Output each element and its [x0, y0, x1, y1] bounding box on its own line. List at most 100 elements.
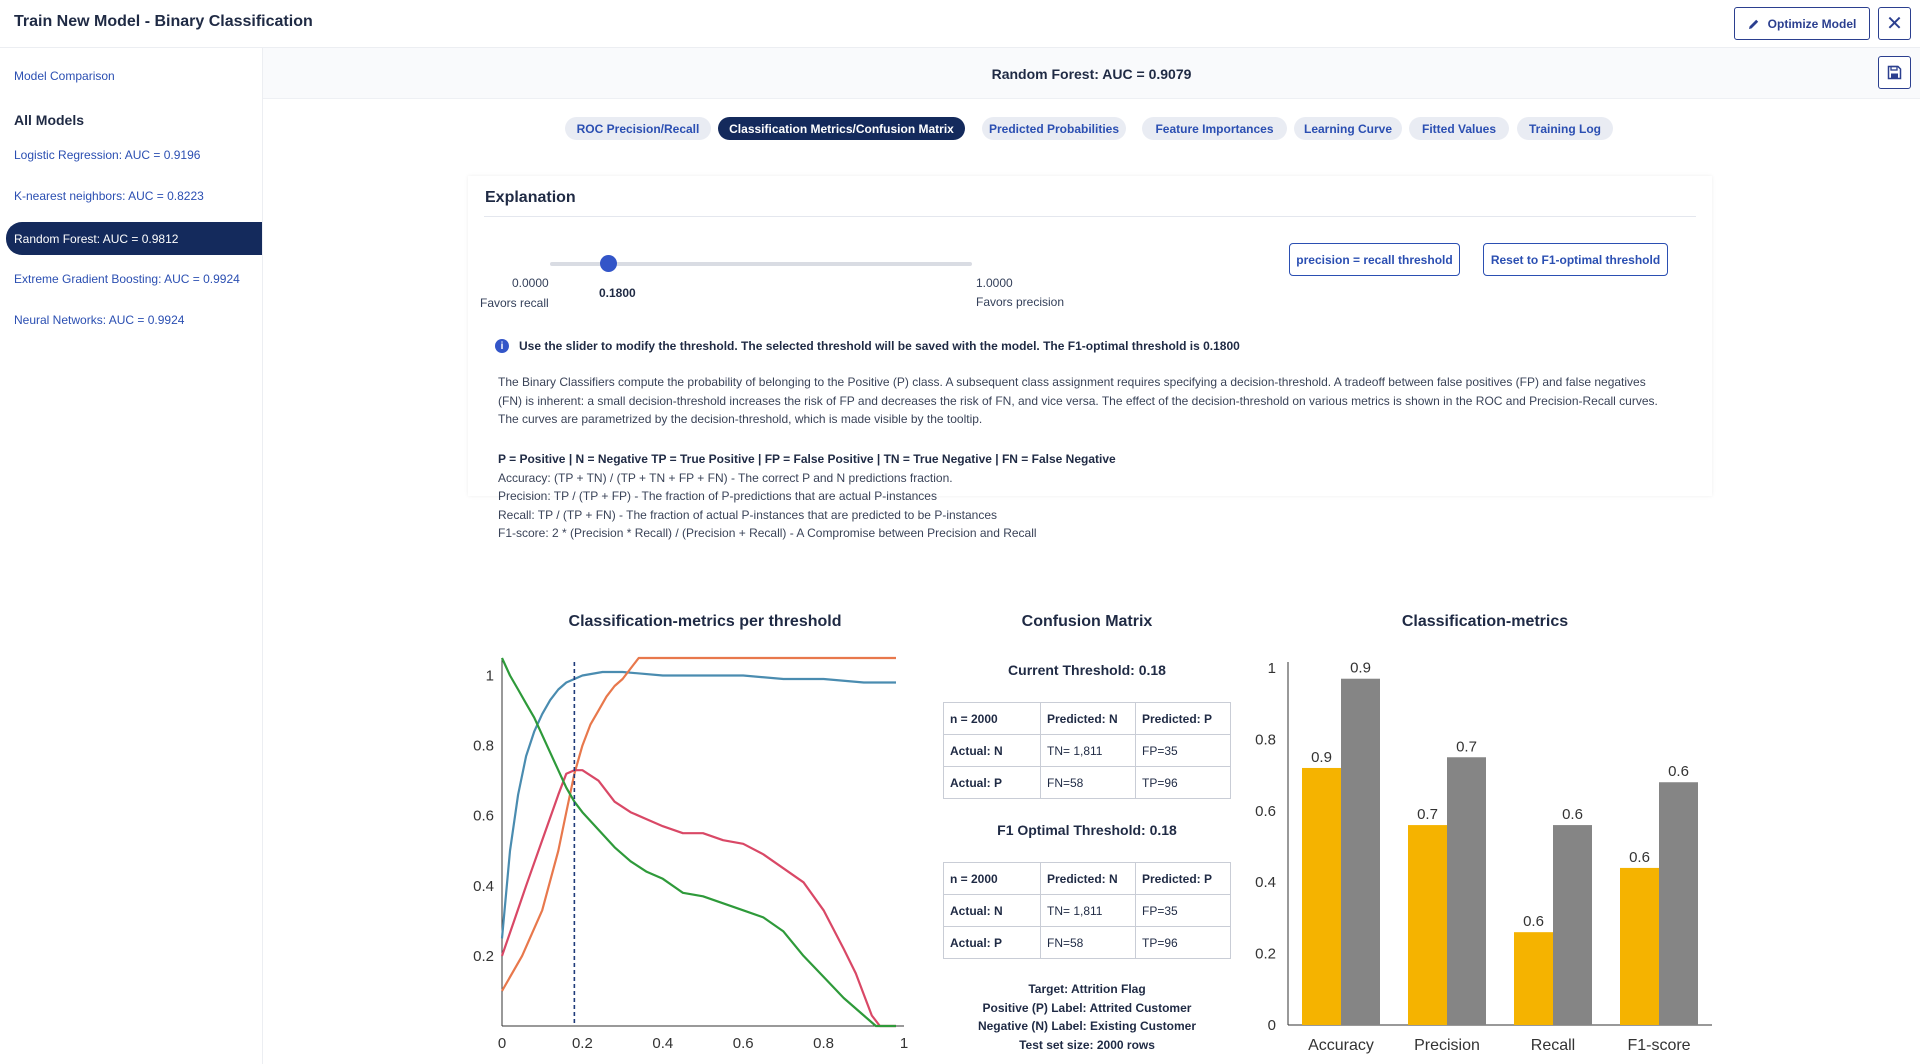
predicted-n-header: Predicted: N [1040, 702, 1136, 735]
x-tick-label: 0.6 [733, 1035, 754, 1052]
x-tick-label: 0 [498, 1035, 506, 1052]
app-title: Train New Model - Binary Classification [14, 13, 313, 30]
threshold-slider-thumb[interactable] [600, 255, 618, 272]
fp-cell: FP=35 [1135, 734, 1231, 767]
threshold-info-text: Use the slider to modify the threshold. … [519, 339, 1240, 353]
model-header: Random Forest: AUC = 0.9079 [263, 48, 1920, 99]
classification-metrics-chart: 0 0.2 0.4 0.6 0.8 1 0.9 0.9 Accuracy 0.7 0.7 Precis… [1255, 660, 1712, 1054]
optimize-model-button[interactable]: Optimize Model [1734, 7, 1870, 40]
table-row: n = 2000 Predicted: N Predicted: P [943, 862, 1231, 895]
explanation-panel [468, 176, 1712, 496]
y-tick-label: 0.6 [473, 808, 494, 825]
metric-definitions: P = Positive | N = Negative TP = True Po… [498, 450, 1116, 543]
model-title: Random Forest: AUC = 0.9079 [991, 66, 1192, 82]
slider-current-value: 0.1800 [599, 286, 636, 300]
bar-f1-score-0 [1620, 867, 1659, 1025]
y-tick-label: 0.6 [1255, 803, 1276, 820]
model-comparison-link[interactable]: Model Comparison [14, 69, 115, 83]
table-row: Actual: P FN=58 TP=96 [943, 926, 1231, 959]
sidebar-item-xgboost[interactable]: Extreme Gradient Boosting: AUC = 0.9924 [14, 272, 240, 286]
save-button[interactable] [1878, 56, 1911, 89]
y-tick-label: 0.2 [1255, 946, 1276, 963]
y-tick-label: 0.8 [473, 738, 494, 755]
bar-data-label: 0.9 [1311, 749, 1332, 766]
threshold-slider-track[interactable] [550, 262, 972, 266]
explanation-divider [484, 216, 1696, 217]
y-tick-label: 0.4 [473, 878, 494, 895]
definition-precision: Precision: TP / (TP + FP) - The fraction… [498, 489, 937, 503]
precision-recall-threshold-button[interactable]: precision = recall threshold [1289, 243, 1460, 276]
tab-feature-importances[interactable]: Feature Importances [1142, 117, 1287, 140]
close-button[interactable]: ✕ [1878, 7, 1911, 40]
reset-f1-threshold-button[interactable]: Reset to F1-optimal threshold [1483, 243, 1668, 276]
fp-cell: FP=35 [1135, 894, 1231, 927]
bar-precision-0 [1408, 825, 1447, 1025]
actual-p-header: Actual: P [943, 926, 1041, 959]
n-label: n = 2000 [943, 862, 1041, 895]
confusion-matrix-title: Confusion Matrix [1021, 613, 1153, 630]
tab-fitted-values[interactable]: Fitted Values [1409, 117, 1509, 140]
tab-training-log[interactable]: Training Log [1517, 117, 1613, 140]
predicted-p-header: Predicted: P [1135, 862, 1231, 895]
slider-max-caption: Favors precision [976, 295, 1065, 309]
definition-accuracy: Accuracy: (TP + TN) / (TP + TN + FP + FN… [498, 470, 953, 485]
sidebar-item-label: Random Forest: AUC = 0.9812 [14, 232, 179, 246]
y-tick-label: 0.4 [1255, 874, 1276, 891]
y-tick-label: 1 [486, 668, 494, 685]
sidebar-item-knn[interactable]: K-nearest neighbors: AUC = 0.8223 [14, 189, 204, 203]
abbreviation-legend: P = Positive | N = Negative TP = True Po… [498, 452, 1116, 466]
table-row: n = 2000 Predicted: N Predicted: P [943, 702, 1231, 735]
x-tick-label: 0.8 [813, 1035, 834, 1052]
tp-cell: TP=96 [1135, 766, 1231, 799]
x-category-label: Accuracy [1308, 1037, 1374, 1054]
tab-predicted-probabilities[interactable]: Predicted Probabilities [982, 117, 1126, 140]
slider-max-value: 1.0000 [976, 276, 1013, 290]
save-icon [1887, 65, 1902, 80]
sidebar-item-logistic-regression[interactable]: Logistic Regression: AUC = 0.9196 [14, 148, 201, 162]
test-set-size: Test set size: 2000 rows [1019, 1037, 1155, 1052]
fn-cell: FN=58 [1040, 766, 1136, 799]
positive-label: Positive (P) Label: Attrited Customer [982, 1000, 1192, 1015]
table-row: Actual: N TN= 1,811 FP=35 [943, 894, 1231, 927]
definition-recall: Recall: TP / (TP + FN) - The fraction of… [498, 507, 998, 522]
x-category-label: F1-score [1627, 1037, 1690, 1054]
info-icon: i [495, 339, 509, 353]
tab-roc-precision-recall[interactable]: ROC Precision/Recall [565, 117, 711, 140]
top-bar: Train New Model - Binary Classification [0, 0, 1920, 48]
close-icon: ✕ [1886, 13, 1903, 35]
x-tick-label: 0.2 [572, 1035, 593, 1052]
dataset-info: Target: Attrition Flag Positive (P) Labe… [943, 980, 1231, 1054]
negative-label: Negative (N) Label: Existing Customer [977, 1019, 1197, 1033]
x-category-label: Precision [1414, 1037, 1480, 1054]
tab-learning-curve[interactable]: Learning Curve [1294, 117, 1402, 140]
y-tick-label: 0.8 [1255, 731, 1276, 748]
all-models-heading: All Models [14, 112, 85, 128]
bar-recall-1 [1553, 825, 1592, 1025]
bar-data-label: 0.9 [1350, 660, 1371, 677]
table-row: Actual: P FN=58 TP=96 [943, 766, 1231, 799]
tn-cell: TN= 1,811 [1040, 734, 1136, 767]
y-tick-label: 0.2 [473, 948, 494, 965]
tn-cell: TN= 1,811 [1040, 894, 1136, 927]
x-tick-label: 1 [900, 1035, 908, 1052]
optimize-model-label: Optimize Model [1767, 16, 1857, 31]
threshold-chart-title: Classification-metrics per threshold [568, 613, 842, 630]
n-label: n = 2000 [943, 702, 1041, 735]
sidebar-item-neural-networks[interactable]: Neural Networks: AUC = 0.9924 [14, 313, 185, 327]
bar-precision-1 [1447, 757, 1486, 1025]
table-row: Actual: N TN= 1,811 FP=35 [943, 734, 1231, 767]
bar-recall-0 [1514, 932, 1553, 1025]
bar-data-label: 0.6 [1523, 913, 1544, 930]
predicted-n-header: Predicted: N [1040, 862, 1136, 895]
predicted-p-header: Predicted: P [1135, 702, 1231, 735]
sidebar-item-random-forest[interactable]: Random Forest: AUC = 0.9812 [6, 222, 262, 255]
x-category-label: Recall [1531, 1037, 1575, 1054]
bar-data-label: 0.6 [1629, 849, 1650, 866]
series-line-2 [500, 769, 896, 1028]
tp-cell: TP=96 [1135, 926, 1231, 959]
tab-classification-metrics[interactable]: Classification Metrics/Confusion Matrix [718, 117, 965, 140]
bar-accuracy-0 [1302, 767, 1341, 1025]
explanation-title: Explanation [485, 189, 576, 206]
bar-data-label: 0.7 [1417, 806, 1438, 823]
actual-n-header: Actual: N [943, 734, 1041, 767]
